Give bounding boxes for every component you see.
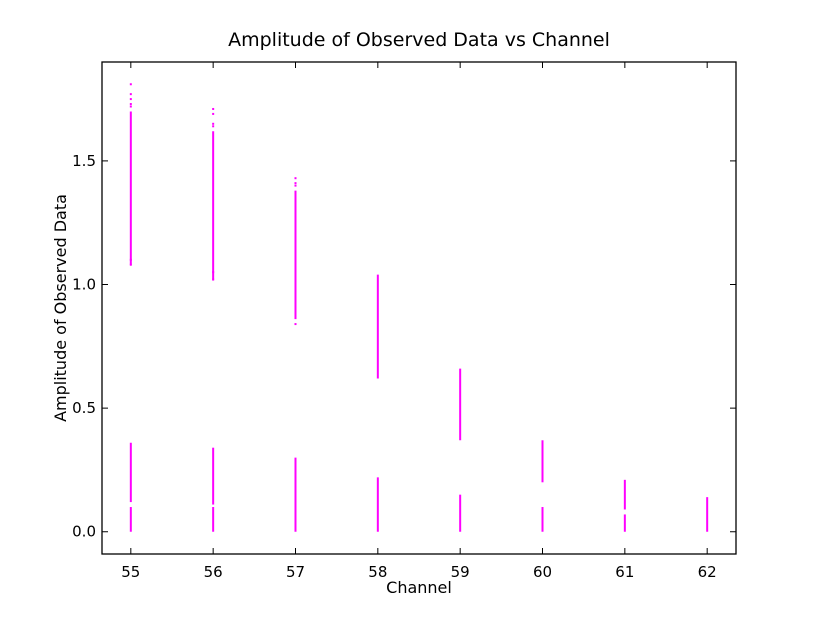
data-point xyxy=(212,122,215,125)
y-tick-label: 0.5 xyxy=(72,399,96,417)
plot-area xyxy=(129,83,709,532)
data-point xyxy=(212,112,215,115)
x-tick-label: 56 xyxy=(204,563,223,581)
chart-title: Amplitude of Observed Data vs Channel xyxy=(228,29,610,51)
x-tick-label: 59 xyxy=(451,563,470,581)
data-point xyxy=(129,83,132,86)
data-point xyxy=(294,177,297,180)
data-point xyxy=(294,323,297,326)
y-axis-label: Amplitude of Observed Data xyxy=(51,194,70,422)
x-tick-label: 55 xyxy=(121,563,140,581)
x-tick-label: 58 xyxy=(368,563,387,581)
data-point xyxy=(294,184,297,187)
data-point xyxy=(129,93,132,96)
y-tick-label: 0.0 xyxy=(72,523,96,541)
x-tick-label: 60 xyxy=(533,563,552,581)
plot-frame xyxy=(101,61,737,555)
x-tick-label: 62 xyxy=(698,563,717,581)
data-point xyxy=(129,98,132,101)
x-axis-label: Channel xyxy=(386,578,452,597)
data-point xyxy=(129,258,132,261)
x-tick-label: 61 xyxy=(615,563,634,581)
data-point xyxy=(129,103,132,106)
axis-ticks: 55 56 57 58 59 60 61 62 0.0 0.5 1.0 1.5 xyxy=(72,62,736,581)
y-tick-label: 1.5 xyxy=(72,152,96,170)
y-tick-label: 1.0 xyxy=(72,276,96,294)
data-point xyxy=(212,107,215,110)
data-point xyxy=(129,263,132,266)
data-point xyxy=(212,125,215,128)
x-tick-label: 57 xyxy=(286,563,305,581)
data-point xyxy=(212,271,215,274)
data-point xyxy=(212,278,215,281)
data-point xyxy=(294,182,297,185)
data-point xyxy=(129,105,132,108)
